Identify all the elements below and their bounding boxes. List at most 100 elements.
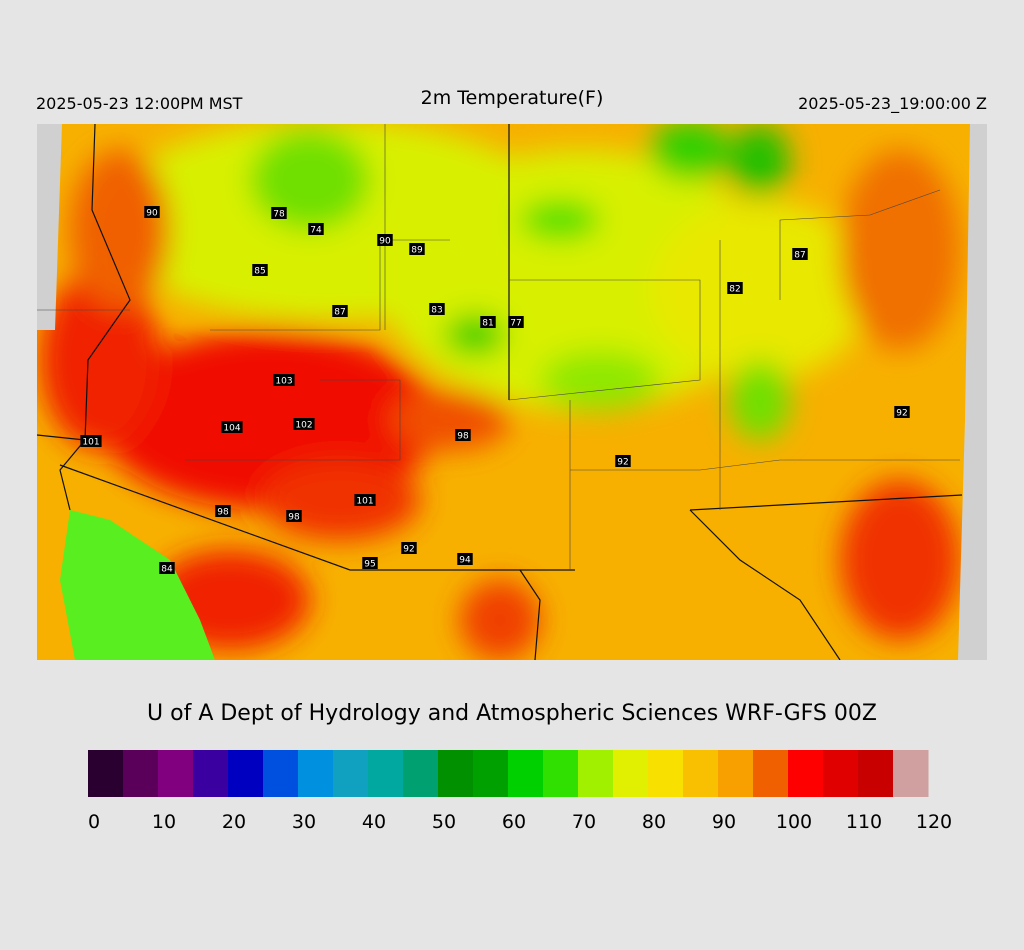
station-box <box>144 206 160 218</box>
colorbar-tick-label: 120 <box>916 811 952 833</box>
station-value: 102 <box>295 421 312 431</box>
stations: 90 78 74 90 89 85 87 83 81 77 82 87 103 104 102 98 101 92… <box>80 206 910 575</box>
colorbar-segment <box>788 750 824 797</box>
station-value: 77 <box>510 319 521 329</box>
station: 90 <box>377 234 393 247</box>
valid-utc: 2025-05-23_19:00:00 Z <box>798 94 987 114</box>
station: 95 <box>362 557 378 570</box>
station: 78 <box>271 207 287 220</box>
station: 104 <box>221 421 243 434</box>
station-value: 82 <box>729 285 740 295</box>
colorbar-segment <box>648 750 684 797</box>
station-box <box>792 248 808 260</box>
station-box <box>221 421 243 433</box>
colorbar-tick-label: 70 <box>572 811 596 833</box>
station-value: 103 <box>275 377 292 387</box>
colorbar-segment <box>263 750 299 797</box>
station-value: 87 <box>794 251 805 261</box>
station-box <box>508 316 524 328</box>
colorbar-segment <box>193 750 229 797</box>
station-box <box>894 406 910 418</box>
station-value: 98 <box>288 513 300 523</box>
colorbar-segment <box>823 750 859 797</box>
station-value: 84 <box>161 565 173 575</box>
station-box <box>252 264 268 276</box>
station-box <box>273 374 295 386</box>
station-box <box>455 429 471 441</box>
station-value: 104 <box>223 424 240 434</box>
station: 98 <box>286 510 302 523</box>
colorbar-tick-label: 0 <box>88 811 100 833</box>
valid-local: 2025-05-23 12:00PM MST <box>36 94 243 113</box>
station-value: 90 <box>379 237 391 247</box>
station: 102 <box>293 418 315 431</box>
colorbar-segment <box>543 750 579 797</box>
station: 81 <box>480 316 496 329</box>
colorbar-segment <box>858 750 894 797</box>
station-box <box>615 455 631 467</box>
station-value: 92 <box>403 545 414 555</box>
colorbar-segment <box>683 750 719 797</box>
colorbar-tick-label: 20 <box>222 811 246 833</box>
station-box <box>80 435 102 447</box>
credit: U of A Dept of Hydrology and Atmospheric… <box>147 701 877 726</box>
station-value: 92 <box>896 409 907 419</box>
station: 101 <box>80 435 102 448</box>
station-value: 98 <box>217 508 229 518</box>
colorbar-tick-label: 10 <box>152 811 176 833</box>
station-value: 81 <box>482 319 493 329</box>
station-value: 89 <box>411 246 423 256</box>
colorbar-segment <box>368 750 404 797</box>
colorbar-segment <box>228 750 264 797</box>
station-box <box>401 542 417 554</box>
colorbar-segment <box>718 750 754 797</box>
station-value: 90 <box>146 209 158 219</box>
station: 92 <box>401 542 417 555</box>
station: 92 <box>894 406 910 419</box>
station-box <box>332 305 348 317</box>
title: 2m Temperature(F) <box>421 87 604 109</box>
station: 89 <box>409 243 425 256</box>
station: 87 <box>332 305 348 318</box>
colorbar-tick-label: 80 <box>642 811 666 833</box>
station-value: 74 <box>310 226 322 236</box>
station-box <box>727 282 743 294</box>
colorbar-segment <box>158 750 194 797</box>
colorbar-tick-label: 90 <box>712 811 736 833</box>
station-value: 101 <box>356 497 373 507</box>
station: 98 <box>455 429 471 442</box>
station-box <box>362 557 378 569</box>
station: 83 <box>429 303 445 316</box>
colorbar-segment <box>298 750 334 797</box>
colorbar-segment <box>473 750 509 797</box>
station-box <box>159 562 175 574</box>
colorbar-segment <box>893 750 929 797</box>
station: 84 <box>159 562 175 575</box>
station: 82 <box>727 282 743 295</box>
colorbar-segment <box>438 750 474 797</box>
station-box <box>457 553 473 565</box>
station-box <box>215 505 231 517</box>
station: 77 <box>508 316 524 329</box>
colorbar-tick-label: 30 <box>292 811 316 833</box>
station: 98 <box>215 505 231 518</box>
station-value: 94 <box>459 556 471 566</box>
station-value: 95 <box>364 560 375 570</box>
colorbar-segment <box>403 750 439 797</box>
colorbar-segment <box>613 750 649 797</box>
station: 101 <box>354 494 376 507</box>
station-value: 87 <box>334 308 345 318</box>
colorbar-segment <box>88 750 124 797</box>
station: 85 <box>252 264 268 277</box>
station-box <box>429 303 445 315</box>
colorbar-tick-label: 40 <box>362 811 386 833</box>
colorbar-tick-label: 60 <box>502 811 526 833</box>
station: 92 <box>615 455 631 468</box>
station-box <box>480 316 496 328</box>
colorbar-tick-label: 110 <box>846 811 882 833</box>
station-value: 83 <box>431 306 442 316</box>
colorbar-segment <box>753 750 789 797</box>
station-box <box>293 418 315 430</box>
station-box <box>409 243 425 255</box>
station: 94 <box>457 553 473 566</box>
